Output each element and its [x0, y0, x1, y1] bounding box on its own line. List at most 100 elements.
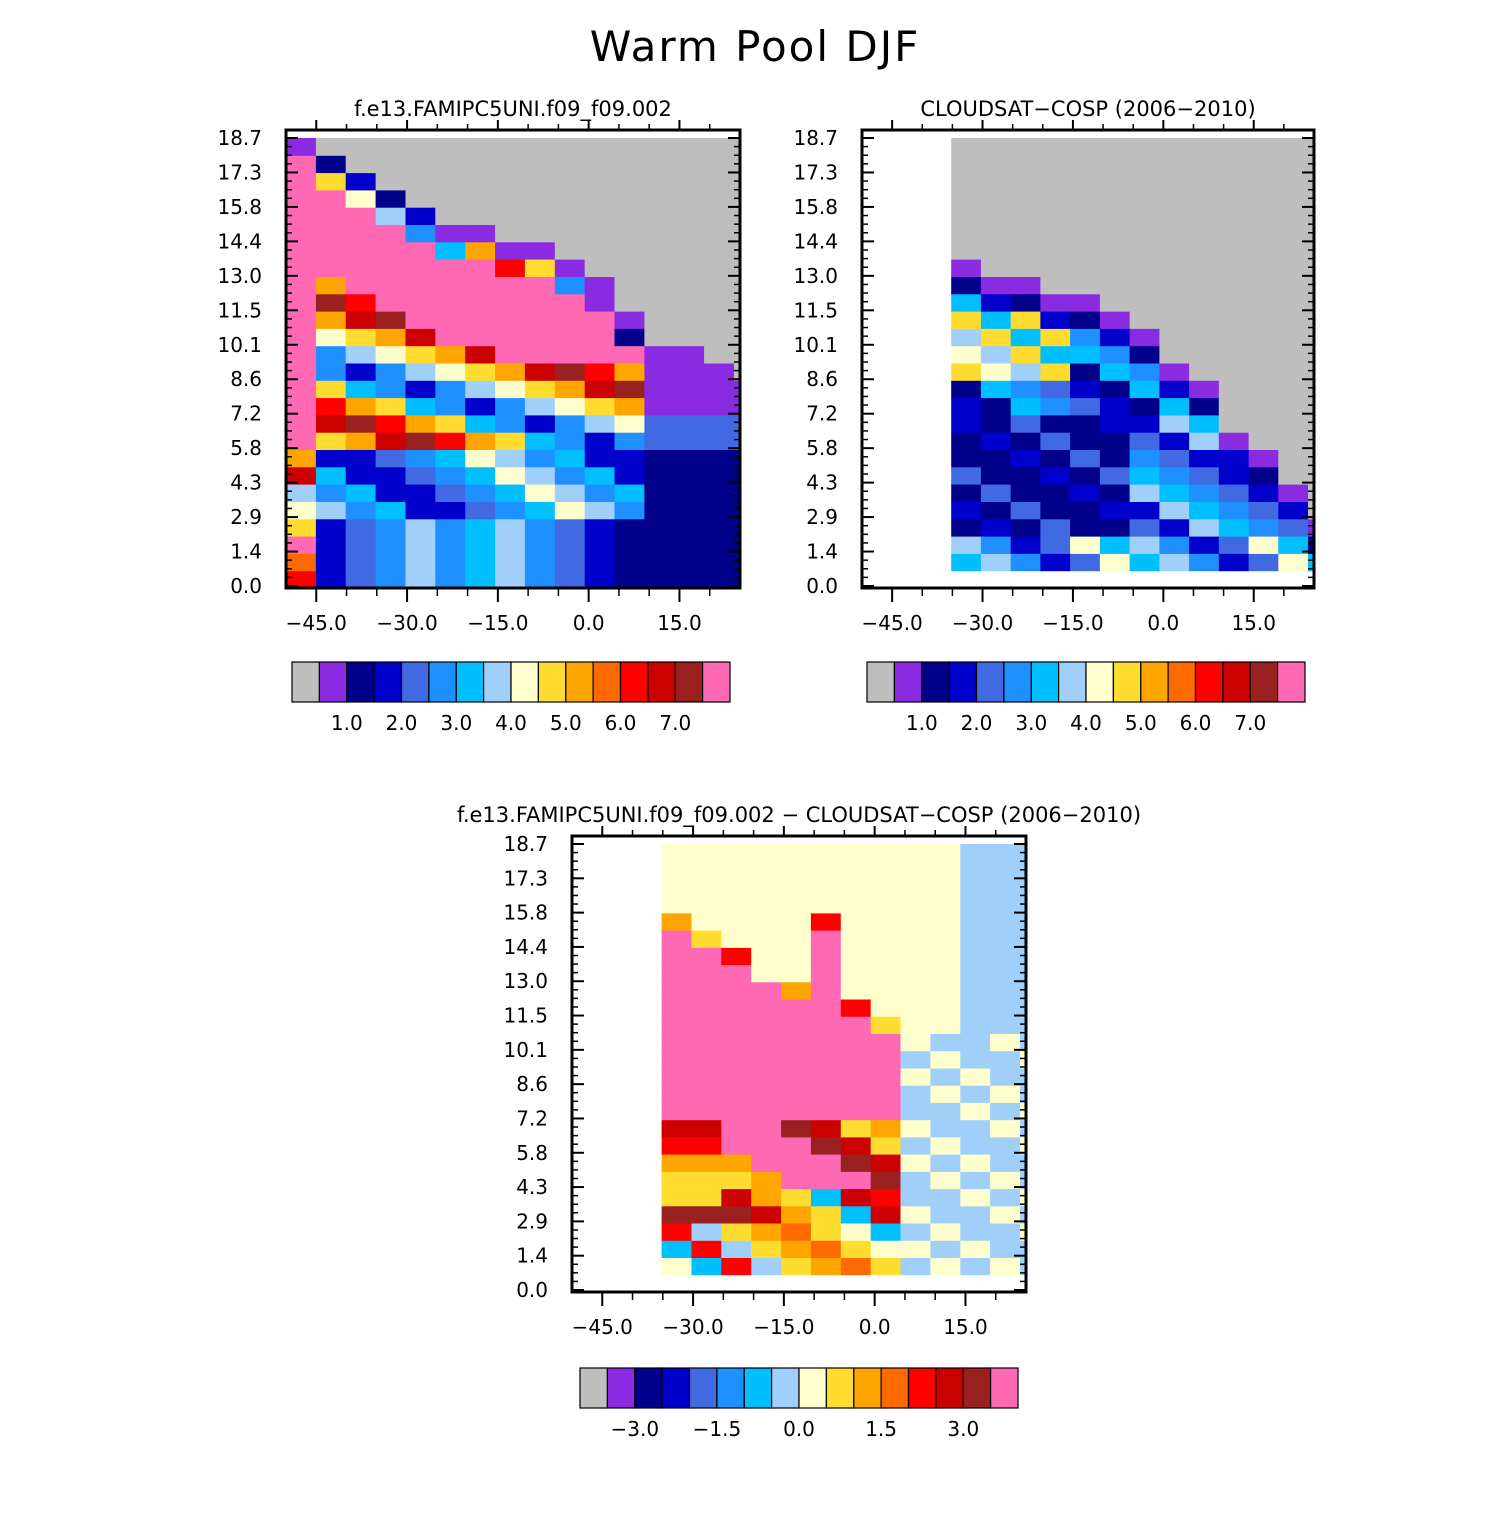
heatmap-cell: [1189, 414, 1220, 433]
x-tick-label: −30.0: [952, 611, 1013, 635]
heatmap-cell: [435, 241, 466, 260]
heatmap-cell: [781, 1102, 812, 1121]
heatmap-cell: [990, 1136, 1021, 1155]
heatmap-cell: [524, 328, 556, 347]
colorbar-box: [661, 1367, 691, 1409]
heatmap-cell: [1040, 414, 1071, 433]
y-tick-label: 2.9: [230, 505, 262, 529]
panel-1: f.e13.FAMIPC5UNI.f09_f09.002 0.0 1.4 2.9 4.3…: [217, 97, 742, 735]
heatmap-cell: [704, 189, 735, 208]
heatmap-cell: [930, 1154, 961, 1172]
heatmap-cell: [661, 1050, 692, 1069]
heatmap-cell: [870, 1068, 902, 1086]
heatmap-cell: [1189, 172, 1220, 191]
heatmap-cell: [584, 138, 616, 156]
heatmap-cell: [661, 1085, 692, 1103]
heatmap-cell: [1278, 293, 1309, 312]
heatmap-cell: [930, 1257, 961, 1276]
colorbar-box: [825, 1367, 855, 1409]
heatmap-cell: [704, 449, 735, 468]
x-tick-label: 15.0: [657, 611, 702, 635]
heatmap-cell: [870, 1136, 902, 1155]
heatmap-cell: [1308, 432, 1314, 450]
heatmap-cell: [721, 1085, 752, 1103]
heatmap-cell: [315, 172, 347, 191]
heatmap-cell: [840, 1102, 872, 1121]
heatmap-cell: [751, 1102, 782, 1121]
heatmap-cell: [1218, 501, 1249, 520]
heatmap-cell: [1278, 155, 1309, 174]
heatmap-cell: [495, 155, 526, 174]
heatmap-cell: [315, 363, 347, 381]
x-tick-label: 15.0: [943, 1315, 988, 1339]
heatmap-cell: [1040, 432, 1071, 450]
heatmap-cell: [990, 1102, 1021, 1121]
heatmap-cell: [960, 878, 991, 897]
heatmap-cell: [644, 570, 675, 589]
heatmap-cell: [405, 363, 436, 381]
heatmap-cell: [980, 293, 1012, 312]
heatmap-cell: [704, 536, 735, 554]
heatmap-cell: [1099, 484, 1131, 502]
heatmap-cell: [1159, 138, 1190, 156]
colorbar-box: [606, 1367, 636, 1409]
heatmap-cell: [286, 449, 317, 468]
heatmap-cell: [405, 155, 436, 174]
heatmap-cell: [691, 895, 722, 914]
heatmap-cell: [870, 1050, 902, 1069]
x-tick-label: −30.0: [376, 611, 437, 635]
heatmap-cell: [674, 328, 705, 347]
heatmap-cell: [751, 895, 782, 914]
heatmap-cell: [980, 380, 1012, 399]
heatmap-cell: [286, 380, 317, 399]
heatmap-cell: [286, 536, 317, 554]
heatmap-cell: [951, 484, 982, 502]
heatmap-cell: [1308, 553, 1314, 572]
heatmap-cell: [1248, 189, 1279, 208]
heatmap-cell: [721, 1102, 752, 1121]
heatmap-cell: [721, 1050, 752, 1069]
heatmap-cell: [614, 189, 645, 208]
heatmap-cell: [1159, 328, 1190, 347]
heatmap-cell: [524, 484, 556, 502]
heatmap-cell: [810, 947, 842, 966]
heatmap-cell: [1040, 276, 1071, 295]
heatmap-cell: [930, 1119, 961, 1138]
heatmap-cell: [345, 207, 377, 225]
heatmap-cell: [1278, 536, 1309, 554]
heatmap-cell: [1099, 432, 1131, 450]
heatmap-cell: [1040, 449, 1071, 468]
heatmap-cell: [960, 861, 991, 879]
heatmap-cell: [644, 293, 675, 312]
heatmap-cell: [980, 345, 1012, 364]
heatmap-cell: [1189, 484, 1220, 502]
heatmap-cell: [951, 276, 982, 295]
heatmap-cell: [315, 328, 347, 347]
heatmap-cell: [524, 311, 556, 329]
heatmap-cell: [286, 155, 317, 174]
heatmap-cell: [691, 1102, 722, 1121]
heatmap-cell: [1099, 501, 1131, 520]
heatmap-cell: [870, 999, 902, 1017]
heatmap-cell: [674, 241, 705, 260]
heatmap-cell: [734, 311, 740, 329]
colorbar-box: [798, 1367, 827, 1409]
y-tick-label: 18.7: [793, 126, 838, 150]
heatmap-cell: [465, 380, 496, 399]
colorbar-box: [743, 1367, 773, 1409]
heatmap-cell: [930, 861, 961, 879]
heatmap-cell: [900, 1033, 931, 1052]
heatmap-cell: [435, 380, 466, 399]
heatmap-cell: [1129, 553, 1160, 572]
heatmap-cell: [614, 484, 645, 502]
y-tick-label: 5.8: [806, 436, 838, 460]
heatmap-cell: [345, 345, 377, 364]
heatmap-cell: [1278, 259, 1309, 277]
heatmap-cell: [435, 311, 466, 329]
heatmap-cell: [435, 397, 466, 416]
heatmap-cell: [674, 138, 705, 156]
heatmap-cell: [435, 363, 466, 381]
heatmap-cell: [900, 930, 931, 948]
heatmap-cell: [1308, 328, 1314, 347]
